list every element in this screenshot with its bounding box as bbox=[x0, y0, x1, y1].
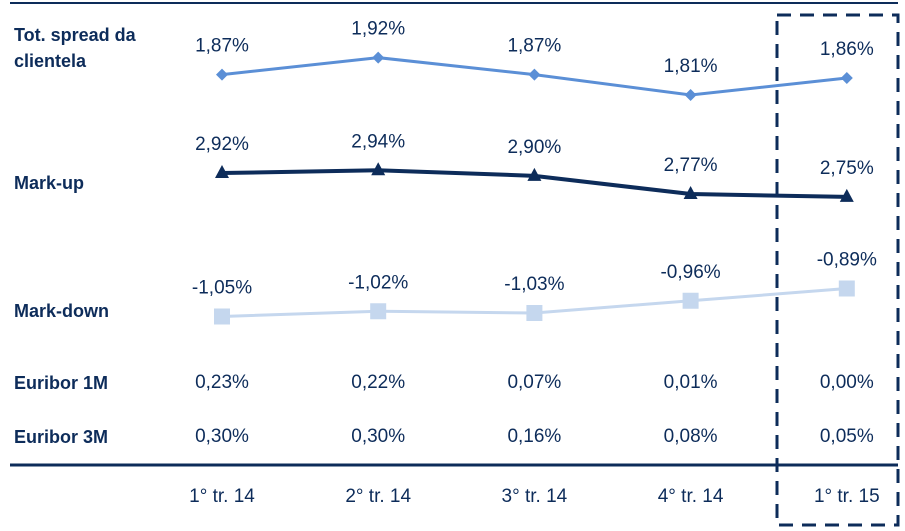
cell: 0,00% bbox=[820, 372, 874, 393]
x-tick-label: 1° tr. 15 bbox=[814, 486, 880, 507]
data-label: 2,75% bbox=[820, 158, 874, 179]
data-label: -0,96% bbox=[660, 262, 720, 283]
marker bbox=[838, 280, 855, 297]
data-label: -1,03% bbox=[504, 274, 564, 295]
cell: 0,30% bbox=[195, 426, 249, 447]
marker bbox=[526, 305, 543, 321]
data-label: 1,92% bbox=[351, 19, 405, 40]
data-label: 2,77% bbox=[664, 155, 718, 176]
row-label: Euribor 3M bbox=[14, 427, 109, 447]
data-label: 2,94% bbox=[351, 131, 405, 152]
cell: 0,22% bbox=[351, 372, 405, 393]
data-label: 1,87% bbox=[195, 36, 249, 57]
cell: 0,05% bbox=[820, 426, 874, 447]
data-label: 1,86% bbox=[820, 39, 874, 60]
cell: 0,16% bbox=[507, 426, 561, 447]
cell: 0,07% bbox=[507, 372, 561, 393]
data-label: -1,05% bbox=[192, 278, 252, 299]
data-label: 2,90% bbox=[507, 137, 561, 158]
marker bbox=[528, 68, 541, 81]
x-tick-label: 2° tr. 14 bbox=[345, 486, 411, 507]
x-tick-label: 4° tr. 14 bbox=[658, 486, 724, 507]
row-label: Tot. spread da clientela bbox=[14, 25, 136, 71]
cell: 0,30% bbox=[351, 426, 405, 447]
marker bbox=[527, 167, 542, 181]
marker bbox=[216, 68, 228, 81]
marker bbox=[372, 51, 385, 64]
row-label: Mark-up bbox=[14, 173, 85, 193]
marker bbox=[215, 165, 229, 179]
row-label: Mark-down bbox=[14, 301, 110, 321]
data-label: -1,02% bbox=[348, 272, 408, 293]
marker bbox=[682, 292, 699, 309]
data-label: 2,92% bbox=[195, 134, 249, 155]
cell: 0,23% bbox=[195, 372, 249, 393]
marker bbox=[840, 72, 853, 85]
data-label: -0,89% bbox=[817, 250, 877, 271]
marker bbox=[683, 186, 698, 200]
data-label: 1,87% bbox=[507, 36, 561, 57]
data-label: 1,81% bbox=[664, 56, 718, 77]
marker bbox=[370, 303, 387, 320]
marker bbox=[684, 89, 697, 102]
row-label: Euribor 1M bbox=[14, 373, 109, 393]
x-tick-label: 3° tr. 14 bbox=[502, 486, 568, 507]
marker bbox=[214, 308, 230, 325]
marker bbox=[371, 162, 386, 176]
x-tick-label: 1° tr. 14 bbox=[189, 486, 255, 507]
marker bbox=[839, 188, 854, 202]
highlight-box bbox=[775, 13, 900, 527]
cell: 0,08% bbox=[664, 426, 718, 447]
cell: 0,01% bbox=[664, 372, 718, 393]
